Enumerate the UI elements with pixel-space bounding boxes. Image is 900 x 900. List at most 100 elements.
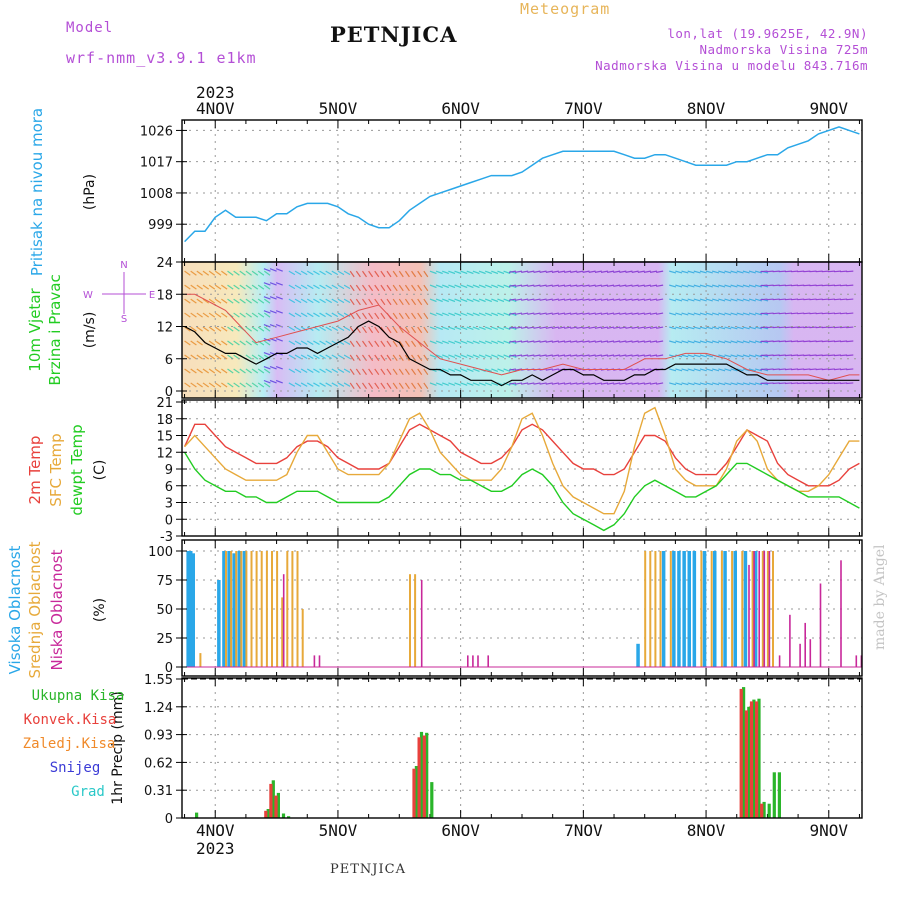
wind-arrow xyxy=(718,354,726,358)
wind-arrow xyxy=(649,340,658,343)
precip-bar-total xyxy=(752,699,756,818)
wind-arrow xyxy=(533,312,541,315)
wind-arrow xyxy=(221,284,228,290)
y-tick-label: 0.62 xyxy=(144,756,173,771)
wind-arrow xyxy=(313,312,320,318)
wind-arrow xyxy=(503,326,511,330)
wind-arrow xyxy=(576,354,584,357)
wind-arrow xyxy=(503,354,511,358)
wind-arrow xyxy=(693,326,701,330)
wind-arrow xyxy=(466,270,474,275)
wind-arrow xyxy=(772,284,780,287)
wind-arrow xyxy=(325,298,333,304)
wind-arrow xyxy=(300,298,308,304)
y-tick-label: 0.93 xyxy=(144,729,173,744)
wind-arrow xyxy=(355,368,361,376)
wind-arrow xyxy=(760,340,768,343)
wind-arrow xyxy=(429,354,437,358)
wind-arrow xyxy=(313,340,320,346)
wind-arrow xyxy=(730,284,738,288)
x-label-top: 6NOV xyxy=(441,99,480,118)
wind-arrow xyxy=(834,284,842,287)
cloud-bar-mid xyxy=(761,551,764,667)
wind-arrow xyxy=(239,382,246,388)
wind-arrow xyxy=(637,340,645,343)
wind-arrow xyxy=(718,312,726,316)
wind-arrow xyxy=(570,270,578,273)
wind-arrow xyxy=(533,270,541,273)
wind-arrow xyxy=(754,368,763,372)
wind-arrow xyxy=(625,340,633,343)
wind-arrow xyxy=(368,382,374,390)
meteogram-title: Meteogram xyxy=(520,0,611,18)
wind-dir-east: E xyxy=(149,290,155,301)
wind-arrow xyxy=(386,270,392,278)
wind-arrow xyxy=(398,354,404,362)
wind-arrow xyxy=(742,382,750,386)
wind-arrow xyxy=(202,312,210,318)
wind-arrow xyxy=(380,312,386,320)
wind-arrow xyxy=(454,382,462,386)
wind-arrow xyxy=(724,354,732,358)
cloud-bar-mid xyxy=(772,551,774,667)
wind-arrow xyxy=(669,368,677,372)
wind-arrow xyxy=(594,354,602,357)
wind-arrow xyxy=(821,340,829,343)
wind-arrow xyxy=(643,368,651,371)
cloud-bar-high xyxy=(191,553,195,667)
wind-arrow xyxy=(190,354,197,360)
wind-arrow xyxy=(484,340,493,344)
wind-arrow xyxy=(760,270,768,273)
wind-arrow xyxy=(514,354,523,357)
precip-bar-convective xyxy=(412,768,416,818)
wind-arrow xyxy=(600,284,608,287)
wind-arrow xyxy=(484,312,493,317)
cloud-bar-high xyxy=(702,551,707,667)
wind-arrow xyxy=(815,326,823,329)
wind-arrow xyxy=(730,270,738,274)
wind-arrow xyxy=(625,368,633,371)
wind-arrow xyxy=(214,368,222,374)
wind-arrow xyxy=(263,366,271,370)
wind-arrow xyxy=(656,340,664,343)
wind-arrow xyxy=(809,284,817,287)
wind-arrow xyxy=(827,312,835,315)
wind-arrow xyxy=(269,379,277,384)
wind-arrow xyxy=(606,326,615,329)
wind-arrow xyxy=(294,326,302,332)
wind-arrow xyxy=(656,326,664,329)
cloud-bar-high xyxy=(687,551,691,667)
wind-arrow xyxy=(643,354,651,357)
wind-arrow xyxy=(337,284,345,290)
wind-arrow xyxy=(472,340,480,344)
wind-arrow xyxy=(411,354,417,362)
wind-arrow xyxy=(355,354,361,362)
wind-arrow xyxy=(675,354,683,358)
wind-arrow xyxy=(331,326,339,332)
wind-arrow xyxy=(637,312,645,315)
wind-arrow xyxy=(404,326,410,334)
wind-arrow xyxy=(588,284,596,287)
panel-frame-wind xyxy=(181,261,863,399)
wind-arrow xyxy=(497,368,505,372)
wind-arrow xyxy=(840,312,848,315)
wind-arrow xyxy=(533,284,541,287)
wind-arrow xyxy=(736,354,744,358)
precip-bar-convective xyxy=(739,688,743,818)
wind-arrow xyxy=(423,298,429,306)
wind-arrow xyxy=(257,284,265,290)
wind-arrow xyxy=(508,270,516,273)
wind-gust-line xyxy=(184,293,860,381)
wind-arrow xyxy=(411,326,417,334)
wind-arrow xyxy=(497,284,505,289)
wind-arrow xyxy=(514,340,523,343)
wind-arrow xyxy=(619,382,627,385)
wind-arrow xyxy=(545,368,553,371)
wind-arrow xyxy=(355,382,361,390)
wind-arrow xyxy=(669,284,677,288)
wind-arrow xyxy=(275,296,283,300)
cloud-bar-low xyxy=(748,564,750,667)
wind-arrow xyxy=(466,298,474,303)
wind-arrow xyxy=(821,326,829,329)
wind-arrow xyxy=(846,326,854,329)
